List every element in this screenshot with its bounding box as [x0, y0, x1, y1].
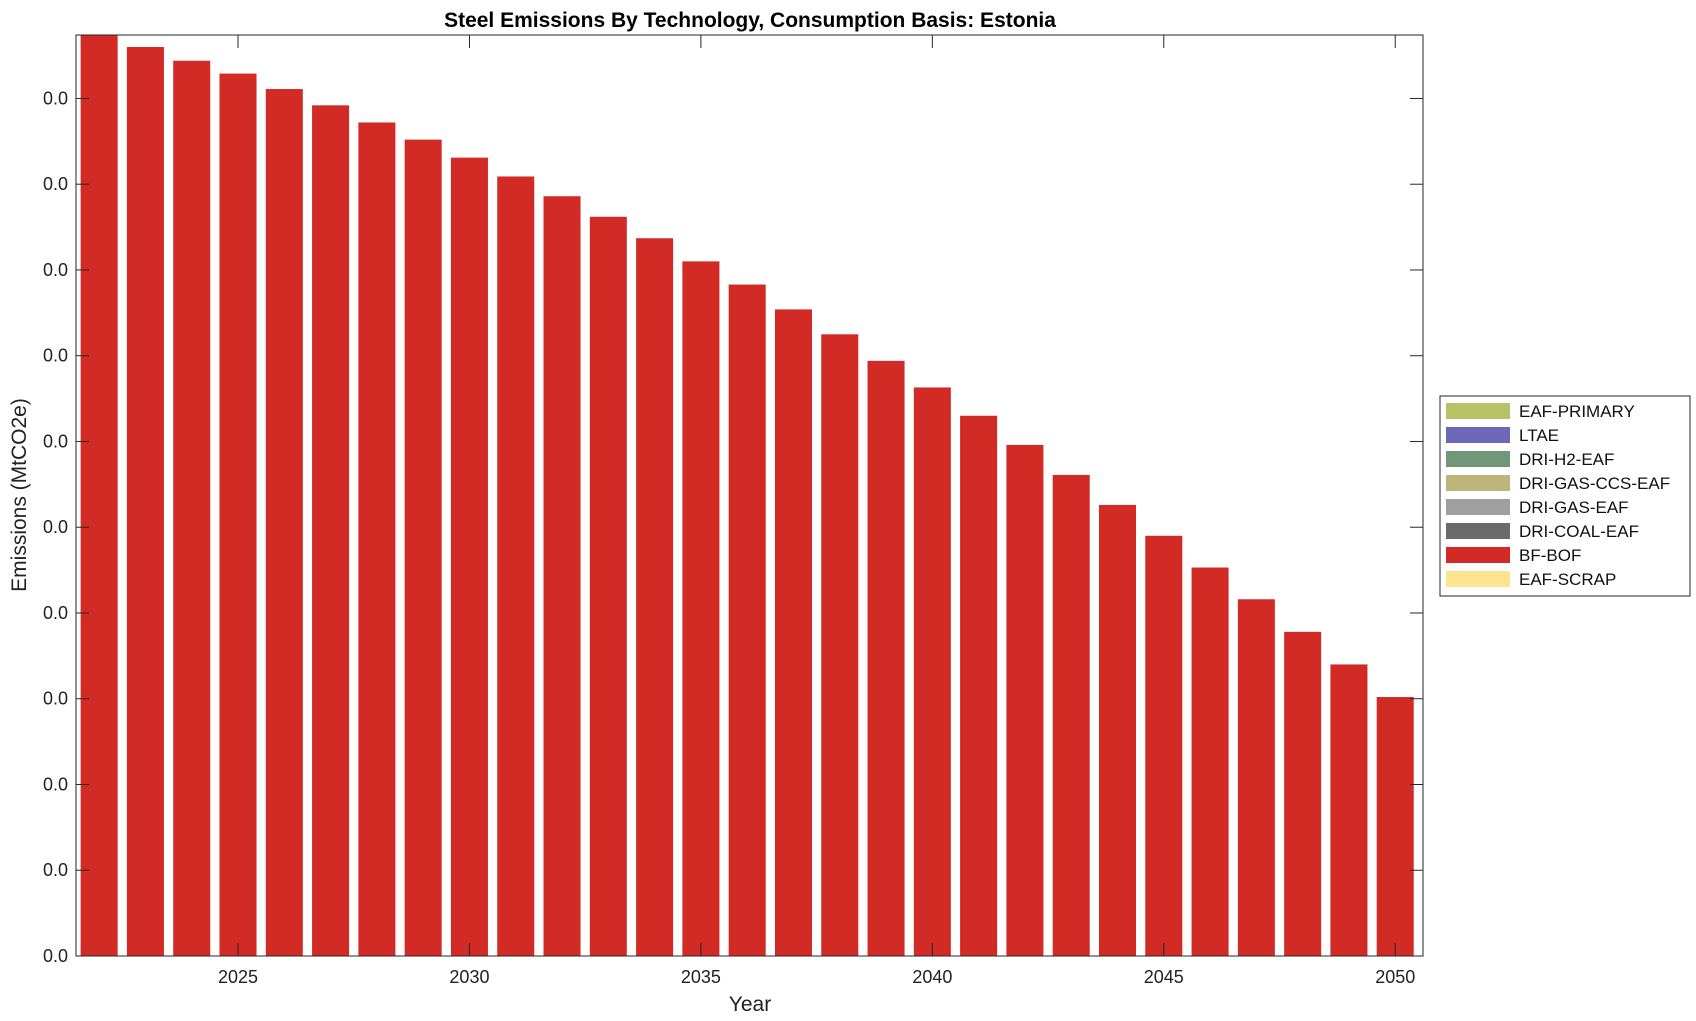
- x-tick-label: 2030: [449, 967, 489, 987]
- plot-area-frame: [75, 34, 1424, 957]
- legend: EAF-PRIMARY LTAE DRI-H2-EAF DRI-GAS-CCS-EAF…: [1439, 395, 1691, 597]
- legend-label-dri-gas-eaf: DRI-GAS-EAF: [1519, 498, 1629, 517]
- bar-bf-bof-2045: [1145, 535, 1183, 956]
- bar-bf-bof-2043: [1052, 474, 1090, 956]
- legend-swatch-dri-gas-eaf: [1446, 499, 1510, 515]
- legend-swatch-eaf-primary: [1446, 403, 1510, 419]
- bar-bf-bof-2029: [404, 139, 442, 956]
- x-tick-label: 2045: [1144, 967, 1184, 987]
- bar-bf-bof-2042: [1006, 444, 1044, 956]
- legend-swatch-dri-gas-ccs-eaf: [1446, 475, 1510, 491]
- legend-label-bf-bof: BF-BOF: [1519, 546, 1581, 565]
- legend-label-dri-h2-eaf: DRI-H2-EAF: [1519, 450, 1614, 469]
- bar-bf-bof-2050: [1376, 697, 1414, 956]
- chart-title: Steel Emissions By Technology, Consumpti…: [444, 9, 1056, 32]
- y-tick-label: 0.0: [43, 774, 68, 794]
- x-axis-label: Year: [729, 993, 771, 1016]
- y-tick-label: 0.0: [43, 260, 68, 280]
- y-axis: 0.0 0.0 0.0 0.0 0.0 0.0 0.0 0.0 0.0 0.0 0.0: [43, 88, 1423, 966]
- legend-label-ltae: LTAE: [1519, 426, 1559, 445]
- legend-label-eaf-scrap: EAF-SCRAP: [1519, 570, 1616, 589]
- y-axis-label: Emissions (MtCO2e): [8, 398, 31, 592]
- legend-label-dri-coal-eaf: DRI-COAL-EAF: [1519, 522, 1639, 541]
- x-tick-label: 2040: [912, 967, 952, 987]
- legend-swatch-ltae: [1446, 427, 1510, 443]
- bar-bf-bof-2047: [1237, 599, 1275, 956]
- bar-bf-bof-2025: [219, 73, 257, 957]
- y-tick-label: 0.0: [43, 946, 68, 966]
- legend-label-eaf-primary: EAF-PRIMARY: [1519, 402, 1635, 421]
- bar-bf-bof-2031: [497, 176, 535, 957]
- bar-bf-bof-2022: [80, 35, 118, 956]
- bar-bf-bof-2037: [774, 309, 812, 956]
- legend-swatch-eaf-scrap: [1446, 571, 1510, 587]
- x-tick-label: 2050: [1375, 967, 1415, 987]
- bar-bf-bof-2034: [636, 238, 674, 957]
- legend-label-dri-gas-ccs-eaf: DRI-GAS-CCS-EAF: [1519, 474, 1670, 493]
- x-tick-label: 2025: [218, 967, 258, 987]
- bar-bf-bof-2048: [1284, 631, 1322, 956]
- bar-layer: [80, 35, 1414, 957]
- bar-bf-bof-2027: [312, 105, 350, 956]
- y-tick-label: 0.0: [43, 689, 68, 709]
- bar-bf-bof-2041: [960, 415, 998, 956]
- bar-bf-bof-2039: [867, 360, 905, 956]
- y-tick-label: 0.0: [43, 174, 68, 194]
- bar-bf-bof-2032: [543, 196, 581, 957]
- bar-bf-bof-2046: [1191, 567, 1229, 956]
- bar-bf-bof-2038: [821, 334, 859, 956]
- bar-bf-bof-2023: [126, 47, 164, 956]
- bar-bf-bof-2049: [1330, 664, 1368, 956]
- bar-bf-bof-2024: [173, 60, 211, 957]
- bar-bf-bof-2030: [450, 157, 488, 956]
- x-tick-label: 2035: [681, 967, 721, 987]
- bar-bf-bof-2036: [728, 284, 766, 956]
- legend-swatch-dri-h2-eaf: [1446, 451, 1510, 467]
- bar-bf-bof-2026: [265, 89, 303, 956]
- legend-box: [1439, 395, 1691, 597]
- legend-swatch-bf-bof: [1446, 547, 1510, 563]
- x-axis: 2025 2030 2035 2040 2045 2050: [218, 35, 1415, 987]
- y-tick-label: 0.0: [43, 860, 68, 880]
- bar-bf-bof-2040: [913, 387, 951, 956]
- y-tick-label: 0.0: [43, 603, 68, 623]
- bar-bf-bof-2035: [682, 261, 720, 956]
- y-tick-label: 0.0: [43, 517, 68, 537]
- y-tick-label: 0.0: [43, 431, 68, 451]
- y-tick-label: 0.0: [43, 346, 68, 366]
- bar-bf-bof-2044: [1098, 504, 1137, 956]
- bar-bf-bof-2028: [358, 122, 396, 957]
- y-tick-label: 0.0: [43, 88, 68, 108]
- bar-bf-bof-2033: [589, 216, 627, 957]
- legend-swatch-dri-coal-eaf: [1446, 523, 1510, 539]
